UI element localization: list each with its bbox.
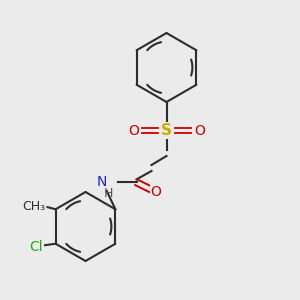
Text: N: N: [96, 176, 106, 189]
Text: H: H: [103, 187, 113, 200]
Text: O: O: [151, 185, 161, 199]
Text: S: S: [161, 123, 172, 138]
Text: O: O: [194, 124, 205, 137]
Text: O: O: [128, 124, 139, 137]
Text: CH₃: CH₃: [22, 200, 46, 213]
Text: Cl: Cl: [29, 240, 43, 254]
